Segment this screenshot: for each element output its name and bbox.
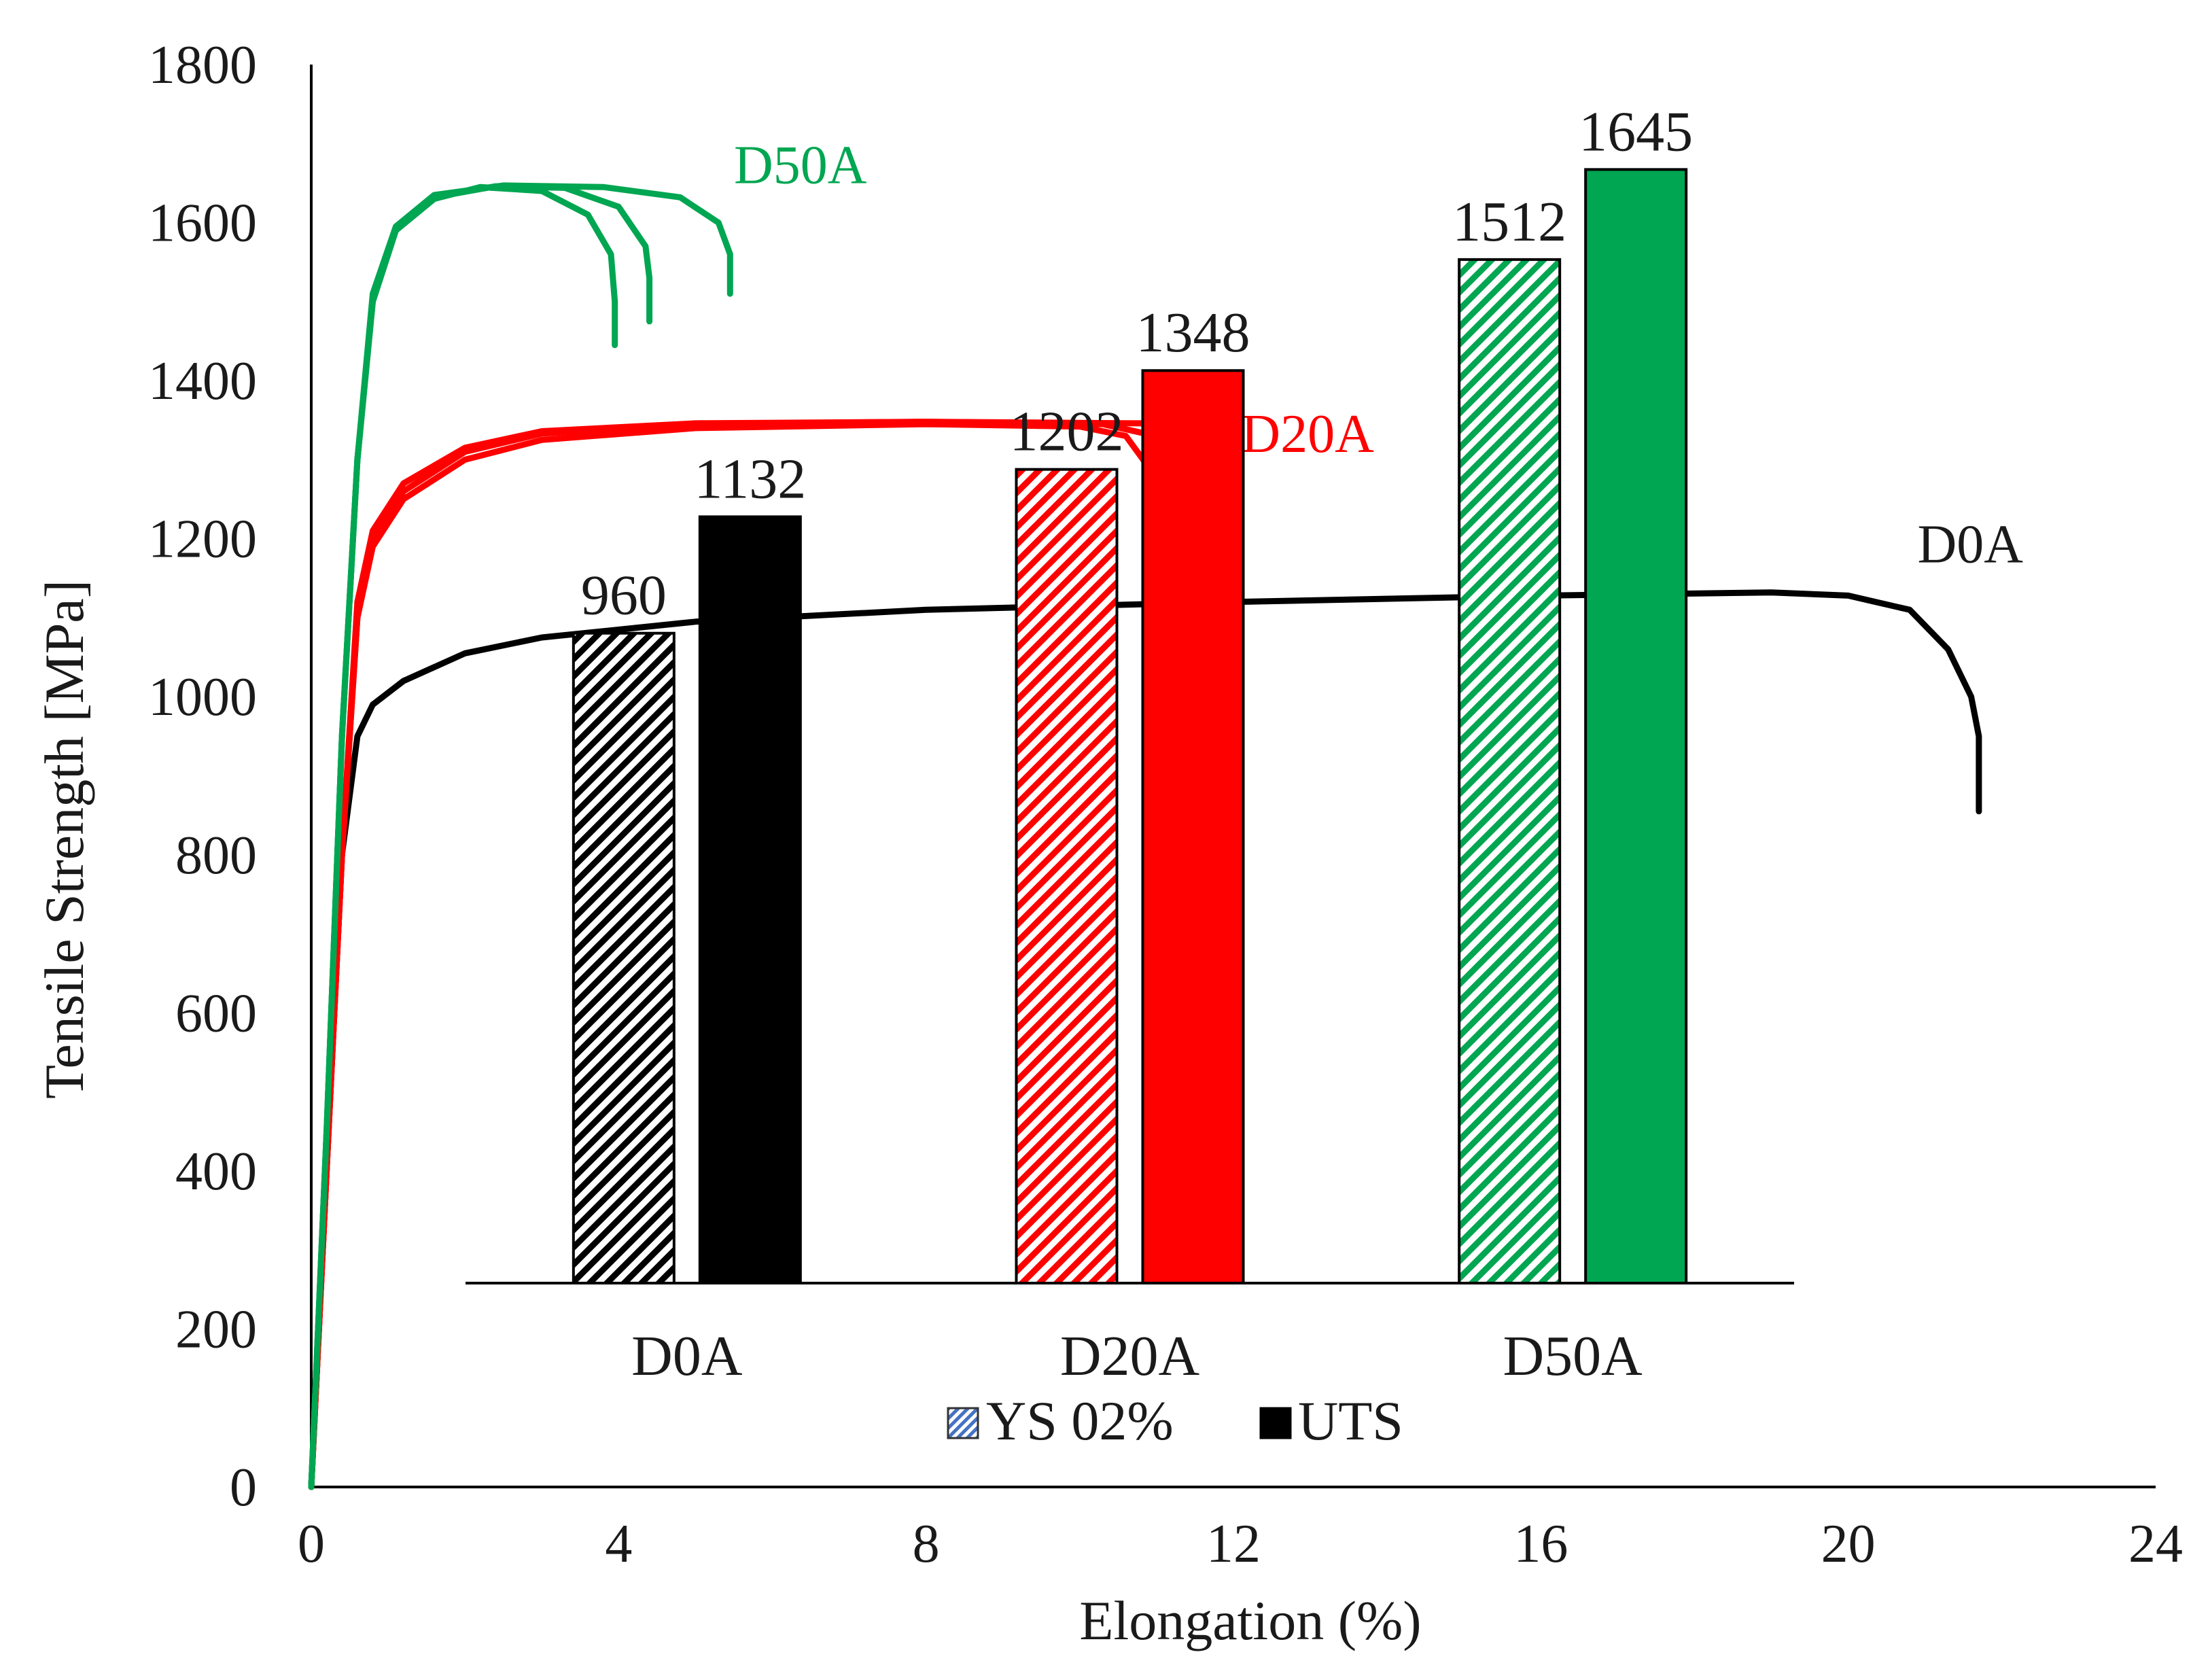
y-tick-label: 1600 [148,194,257,253]
x-tick-label: 0 [298,1514,325,1574]
main-axes [310,65,2156,1488]
bar-ys-d20a [1015,468,1119,1284]
series-line-d50a-1 [308,183,618,1490]
y-tick-label: 200 [175,1299,257,1359]
bar-uts-d20a [1141,369,1245,1285]
curve-label-d50a: D50A [734,135,867,195]
y-tick-label: 600 [175,983,257,1043]
x-tick-label: 24 [2128,1514,2183,1574]
legend-label-uts: UTS [1298,1390,1403,1452]
x-tick-label: 12 [1206,1514,1261,1574]
curve-label-d20a: D20A [1241,404,1374,464]
bar-value-label: 1202 [1010,400,1124,463]
curve-label-d0a: D0A [1917,515,2023,575]
bar-value-label: 1348 [1136,301,1250,364]
main-tick-labels: 0 4 8 12 16 20 24 0 200 400 600 800 1000 1200 1400 1600… [148,35,2183,1574]
x-tick-label: 4 [605,1514,632,1574]
bar-ys-d0a [572,631,676,1284]
bar-value-label: 1512 [1452,190,1566,253]
category-label: D20A [1060,1325,1200,1388]
legend-label-ys: YS 02% [986,1390,1174,1452]
y-tick-label: 800 [175,826,257,886]
inset-legend: YS 02% UTS [947,1390,1403,1452]
x-tick-label: 8 [913,1514,940,1574]
curve-labels: D50A D20A D0A [734,135,2023,574]
category-label: D50A [1503,1325,1643,1388]
x-tick-label: 16 [1513,1514,1568,1574]
bar-value-label: 960 [581,564,667,627]
y-tick-label: 400 [175,1142,257,1202]
y-tick-label: 1000 [148,667,257,727]
y-tick-label: 0 [230,1458,257,1518]
bar-uts-d0a [698,515,802,1284]
bar-uts-d50a [1584,168,1688,1284]
legend-swatch-uts [1259,1407,1292,1439]
category-label: D0A [631,1325,743,1388]
y-tick-label: 1200 [148,510,257,570]
y-tick-label: 1400 [148,351,257,411]
x-axis-title: Elongation (%) [1079,1590,1421,1651]
y-tick-label: 1800 [148,35,257,95]
y-axis-title: Tensile Strength [MPa] [33,580,95,1099]
bar-value-label: 1645 [1579,100,1693,163]
series-line-d50a-3 [308,182,733,1490]
bar-ys-d50a [1458,258,1562,1284]
x-tick-label: 20 [1821,1514,1876,1574]
bar-value-label: 1132 [694,447,806,510]
legend-swatch-ys [947,1407,979,1439]
